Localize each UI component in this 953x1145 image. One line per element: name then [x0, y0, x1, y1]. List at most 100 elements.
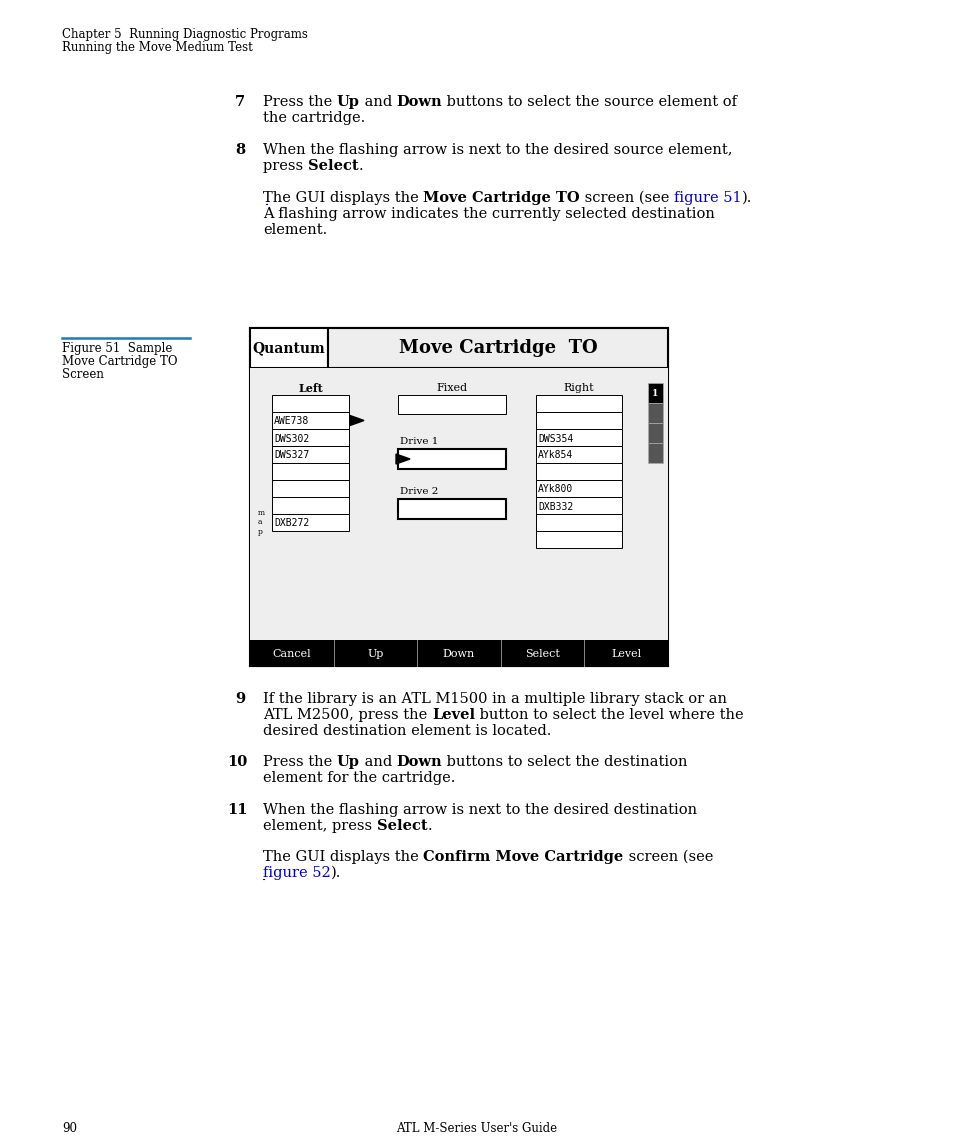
- Text: element for the cartridge.: element for the cartridge.: [263, 771, 455, 785]
- Text: .: .: [358, 159, 363, 173]
- Text: Up: Up: [367, 649, 383, 660]
- Text: When the flashing arrow is next to the desired source element,: When the flashing arrow is next to the d…: [263, 143, 732, 157]
- Text: DWS327: DWS327: [274, 450, 309, 460]
- Polygon shape: [350, 416, 364, 426]
- Text: figure 51: figure 51: [673, 191, 740, 205]
- Text: AYk800: AYk800: [537, 484, 573, 495]
- Text: DWS354: DWS354: [537, 434, 573, 443]
- Text: The GUI displays the: The GUI displays the: [263, 850, 423, 864]
- Text: Down: Down: [396, 95, 442, 109]
- Text: 1: 1: [652, 389, 658, 398]
- Text: element.: element.: [263, 223, 327, 237]
- Text: buttons to select the destination: buttons to select the destination: [442, 755, 687, 769]
- Bar: [272, 497, 349, 514]
- Text: .: .: [427, 819, 432, 834]
- Text: Chapter 5  Running Diagnostic Programs: Chapter 5 Running Diagnostic Programs: [62, 27, 308, 41]
- Text: the cartridge.: the cartridge.: [263, 111, 365, 125]
- Text: ).: ).: [740, 191, 751, 205]
- Text: 90: 90: [62, 1122, 77, 1135]
- Text: If the library is an ATL M1500 in a multiple library stack or an: If the library is an ATL M1500 in a mult…: [263, 692, 726, 706]
- Text: figure 52: figure 52: [263, 866, 331, 881]
- Bar: [272, 412, 349, 429]
- Text: Select: Select: [308, 159, 358, 173]
- Bar: [328, 327, 667, 368]
- Bar: [536, 463, 621, 480]
- Bar: [272, 514, 349, 531]
- Text: Press the: Press the: [263, 95, 336, 109]
- Polygon shape: [395, 455, 410, 464]
- Text: screen (see: screen (see: [623, 850, 712, 864]
- Bar: [536, 447, 621, 463]
- Text: Select: Select: [376, 819, 427, 834]
- Bar: [272, 447, 349, 463]
- Text: 11: 11: [227, 803, 247, 818]
- Text: ).: ).: [331, 866, 341, 881]
- Text: ATL M2500, press the: ATL M2500, press the: [263, 708, 432, 722]
- Bar: [397, 395, 505, 414]
- Text: Screen: Screen: [62, 368, 104, 381]
- Text: 8: 8: [234, 143, 245, 157]
- Text: Cancel: Cancel: [273, 649, 311, 660]
- Text: m
a
p: m a p: [257, 510, 265, 536]
- Text: Left: Left: [297, 382, 322, 394]
- Text: Running the Move Medium Test: Running the Move Medium Test: [62, 41, 253, 54]
- Bar: [647, 403, 662, 423]
- Text: Select: Select: [524, 649, 559, 660]
- Text: DXB272: DXB272: [274, 519, 309, 529]
- Bar: [536, 412, 621, 429]
- Text: When the flashing arrow is next to the desired destination: When the flashing arrow is next to the d…: [263, 803, 697, 818]
- Bar: [250, 368, 667, 640]
- Bar: [272, 395, 349, 412]
- Text: Figure 51  Sample: Figure 51 Sample: [62, 342, 172, 355]
- Bar: [536, 480, 621, 497]
- Bar: [536, 497, 621, 514]
- Bar: [272, 480, 349, 497]
- Text: Quantum: Quantum: [253, 341, 325, 355]
- Text: screen (see: screen (see: [579, 191, 673, 205]
- Text: Level: Level: [432, 708, 475, 722]
- Text: Level: Level: [611, 649, 640, 660]
- Text: Move Cartridge TO: Move Cartridge TO: [62, 355, 177, 368]
- Text: Move Cartridge  TO: Move Cartridge TO: [398, 339, 597, 357]
- Text: and: and: [359, 95, 396, 109]
- Bar: [397, 449, 505, 469]
- Bar: [250, 327, 667, 666]
- Text: Down: Down: [442, 649, 475, 660]
- Text: Down: Down: [396, 755, 442, 769]
- Text: AWE738: AWE738: [274, 417, 309, 426]
- Text: Press the: Press the: [263, 755, 336, 769]
- Bar: [272, 463, 349, 480]
- Bar: [647, 382, 662, 403]
- Text: 9: 9: [234, 692, 245, 706]
- Text: Confirm Move Cartridge: Confirm Move Cartridge: [423, 850, 623, 864]
- Text: DWS302: DWS302: [274, 434, 309, 443]
- Text: The GUI displays the: The GUI displays the: [263, 191, 423, 205]
- Bar: [536, 531, 621, 548]
- Bar: [647, 443, 662, 463]
- Text: and: and: [359, 755, 396, 769]
- Bar: [647, 423, 662, 443]
- Bar: [250, 640, 667, 666]
- Text: AYk854: AYk854: [537, 450, 573, 460]
- Text: Drive 2: Drive 2: [399, 487, 438, 496]
- Bar: [250, 327, 328, 368]
- Text: Up: Up: [336, 95, 359, 109]
- Bar: [536, 429, 621, 447]
- Text: buttons to select the source element of: buttons to select the source element of: [442, 95, 737, 109]
- Text: 7: 7: [234, 95, 245, 109]
- Text: press: press: [263, 159, 308, 173]
- Text: Drive 1: Drive 1: [399, 437, 438, 447]
- Text: A flashing arrow indicates the currently selected destination: A flashing arrow indicates the currently…: [263, 207, 714, 221]
- Text: Move Cartridge TO: Move Cartridge TO: [423, 191, 579, 205]
- Text: Up: Up: [336, 755, 359, 769]
- Text: DXB332: DXB332: [537, 502, 573, 512]
- Text: Right: Right: [563, 382, 594, 393]
- Text: desired destination element is located.: desired destination element is located.: [263, 724, 551, 739]
- Text: 10: 10: [227, 755, 247, 769]
- Text: ATL M-Series User's Guide: ATL M-Series User's Guide: [396, 1122, 557, 1135]
- Text: Fixed: Fixed: [436, 382, 467, 393]
- Text: button to select the level where the: button to select the level where the: [475, 708, 742, 722]
- Bar: [397, 499, 505, 519]
- Bar: [536, 514, 621, 531]
- Text: element, press: element, press: [263, 819, 376, 834]
